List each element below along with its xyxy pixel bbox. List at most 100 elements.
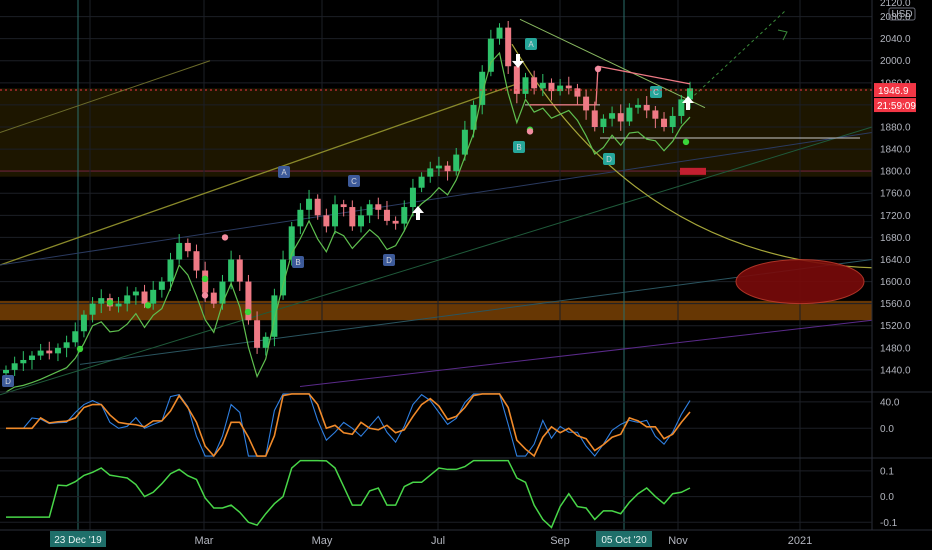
candle bbox=[409, 178, 416, 217]
wave-label-text: A bbox=[281, 168, 287, 177]
candle-body bbox=[548, 82, 555, 92]
price-tick-label: 1640.0 bbox=[880, 255, 911, 266]
candle-body bbox=[150, 289, 157, 304]
candle bbox=[210, 288, 217, 309]
wave-label-box bbox=[2, 375, 14, 387]
candle bbox=[150, 281, 157, 310]
candle-body bbox=[158, 281, 165, 290]
signal-dot bbox=[144, 302, 152, 309]
candle bbox=[669, 107, 676, 134]
signal-dot-pink bbox=[526, 128, 534, 135]
candle bbox=[11, 356, 18, 376]
candle-body bbox=[115, 303, 122, 307]
candle bbox=[89, 297, 96, 323]
candle-body bbox=[176, 242, 183, 260]
candle-body bbox=[539, 82, 546, 89]
candle-body bbox=[409, 187, 416, 208]
current-price-value: 1946.9 bbox=[878, 86, 909, 97]
red-marker-box bbox=[680, 167, 706, 175]
candle-body bbox=[401, 207, 408, 224]
wave-label-box bbox=[525, 38, 537, 50]
candle bbox=[635, 98, 642, 114]
wave-label: A bbox=[525, 38, 537, 50]
candle bbox=[383, 200, 390, 226]
price-tick-label: 1720.0 bbox=[880, 211, 911, 222]
signal-dot-pink bbox=[221, 234, 229, 241]
macd-signal-line bbox=[6, 393, 691, 458]
buy-arrow-icon bbox=[412, 206, 424, 220]
candle-body bbox=[3, 369, 9, 374]
candle bbox=[539, 73, 546, 97]
price-tick-label: 1840.0 bbox=[880, 145, 911, 156]
candle bbox=[63, 335, 70, 358]
candle-body bbox=[254, 320, 261, 348]
projection-arrow bbox=[689, 10, 786, 100]
candle-body bbox=[219, 281, 226, 304]
candle bbox=[479, 65, 486, 115]
price-tick-label: 1480.0 bbox=[880, 343, 911, 354]
candle bbox=[600, 114, 607, 134]
macd-tick-label: 0.0 bbox=[880, 424, 894, 435]
candle-body bbox=[262, 336, 269, 348]
trailing-stop-red bbox=[530, 65, 691, 106]
candle bbox=[505, 20, 512, 74]
price-tick-label: 1680.0 bbox=[880, 233, 911, 244]
candle bbox=[314, 194, 321, 220]
wave-label-box bbox=[513, 141, 525, 153]
candle bbox=[141, 284, 148, 309]
candle-body bbox=[167, 259, 174, 282]
candle-body bbox=[366, 204, 373, 216]
price-tick-label: 1760.0 bbox=[880, 189, 911, 200]
price-tick-label: 2040.0 bbox=[880, 34, 911, 45]
candle bbox=[288, 221, 295, 266]
candle-body bbox=[427, 168, 434, 177]
candle-body bbox=[687, 88, 693, 100]
candle-body bbox=[626, 107, 633, 122]
candle bbox=[626, 103, 633, 126]
candle bbox=[427, 161, 434, 183]
candle bbox=[80, 310, 87, 338]
wave-label: D bbox=[603, 153, 615, 165]
crosshair-date-label: 23 Dec '19 bbox=[54, 535, 102, 546]
wave-label-box bbox=[650, 86, 662, 98]
projection-arrow-head bbox=[777, 29, 788, 41]
rising-trendline bbox=[0, 82, 521, 266]
price-tick-label: 2080.0 bbox=[880, 12, 911, 23]
candle-body bbox=[98, 298, 105, 304]
candle bbox=[323, 208, 330, 233]
macd-line bbox=[6, 393, 691, 457]
candle-body bbox=[643, 104, 650, 111]
oscillator-line bbox=[6, 459, 691, 529]
signal-dot-pink bbox=[201, 292, 209, 299]
wave-label-box bbox=[278, 166, 290, 178]
price-tick-label: 1520.0 bbox=[880, 321, 911, 332]
candle bbox=[522, 72, 529, 99]
candle bbox=[661, 112, 668, 132]
candle-body bbox=[89, 303, 96, 315]
current-price-tag bbox=[874, 83, 916, 98]
candle bbox=[46, 341, 53, 360]
wave-label-text: B bbox=[295, 258, 300, 267]
candle bbox=[392, 216, 399, 230]
candle bbox=[574, 83, 581, 105]
candle-body bbox=[557, 85, 564, 92]
candle-body bbox=[617, 113, 624, 122]
candle bbox=[306, 189, 313, 220]
wave-label-text: A bbox=[528, 40, 534, 49]
resistance-zone bbox=[0, 88, 872, 177]
candle bbox=[617, 104, 624, 131]
candle-body bbox=[72, 331, 79, 343]
wave-label-text: C bbox=[653, 88, 659, 97]
candle-body bbox=[271, 295, 278, 337]
blue-ray-line bbox=[0, 132, 873, 266]
wave-label: C bbox=[650, 86, 662, 98]
wave-label-box bbox=[348, 175, 360, 187]
candle bbox=[643, 96, 650, 119]
candle-body bbox=[565, 85, 572, 89]
price-tick-label: 2120.0 bbox=[880, 0, 911, 9]
candle-body bbox=[522, 77, 529, 94]
lower-channel-line bbox=[0, 126, 873, 396]
candle bbox=[176, 234, 183, 264]
candle-body bbox=[531, 77, 538, 89]
